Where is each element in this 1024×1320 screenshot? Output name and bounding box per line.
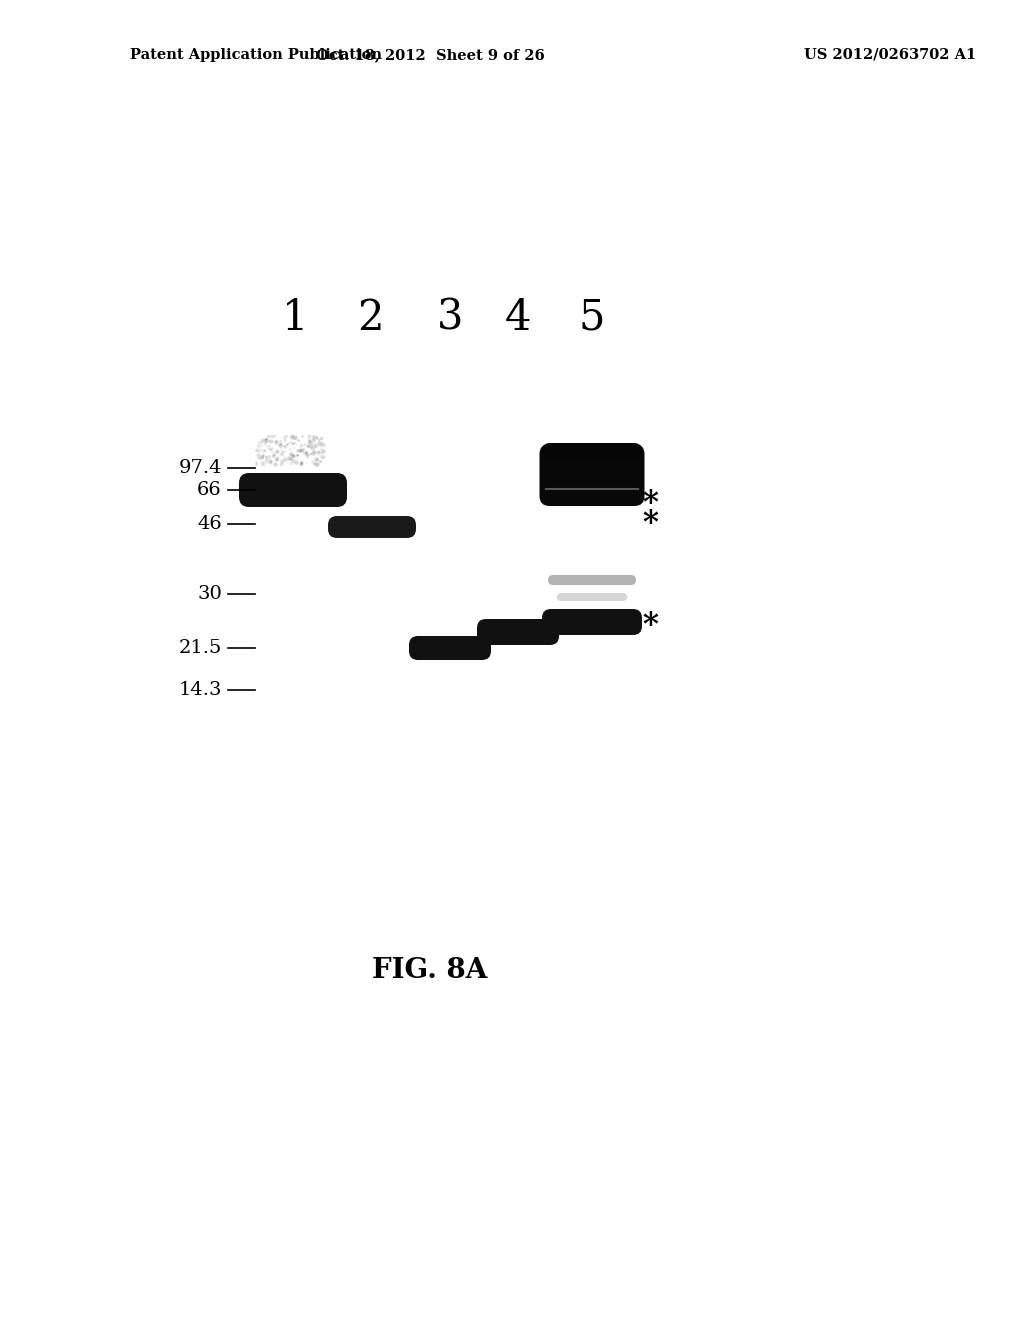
Text: 46: 46 bbox=[198, 515, 222, 533]
FancyBboxPatch shape bbox=[540, 444, 644, 506]
FancyBboxPatch shape bbox=[557, 593, 627, 601]
FancyBboxPatch shape bbox=[239, 473, 347, 507]
Text: US 2012/0263702 A1: US 2012/0263702 A1 bbox=[804, 48, 976, 62]
Text: 1: 1 bbox=[282, 297, 308, 339]
Text: Oct. 18, 2012  Sheet 9 of 26: Oct. 18, 2012 Sheet 9 of 26 bbox=[315, 48, 545, 62]
FancyBboxPatch shape bbox=[542, 444, 642, 461]
FancyBboxPatch shape bbox=[409, 636, 490, 660]
FancyBboxPatch shape bbox=[477, 619, 559, 645]
Text: 14.3: 14.3 bbox=[178, 681, 222, 700]
Text: 30: 30 bbox=[198, 585, 222, 603]
Text: *: * bbox=[642, 508, 658, 540]
Text: 4: 4 bbox=[505, 297, 531, 339]
Text: *: * bbox=[642, 488, 658, 520]
FancyBboxPatch shape bbox=[548, 576, 636, 585]
Text: 66: 66 bbox=[198, 480, 222, 499]
Text: 97.4: 97.4 bbox=[178, 459, 222, 477]
Text: 2: 2 bbox=[356, 297, 383, 339]
Text: 5: 5 bbox=[579, 297, 605, 339]
Text: *: * bbox=[642, 610, 658, 640]
Text: 3: 3 bbox=[437, 297, 463, 339]
FancyBboxPatch shape bbox=[542, 609, 642, 635]
Text: FIG. 8A: FIG. 8A bbox=[373, 957, 487, 983]
Text: 21.5: 21.5 bbox=[178, 639, 222, 657]
FancyBboxPatch shape bbox=[328, 516, 416, 539]
Text: Patent Application Publication: Patent Application Publication bbox=[130, 48, 382, 62]
